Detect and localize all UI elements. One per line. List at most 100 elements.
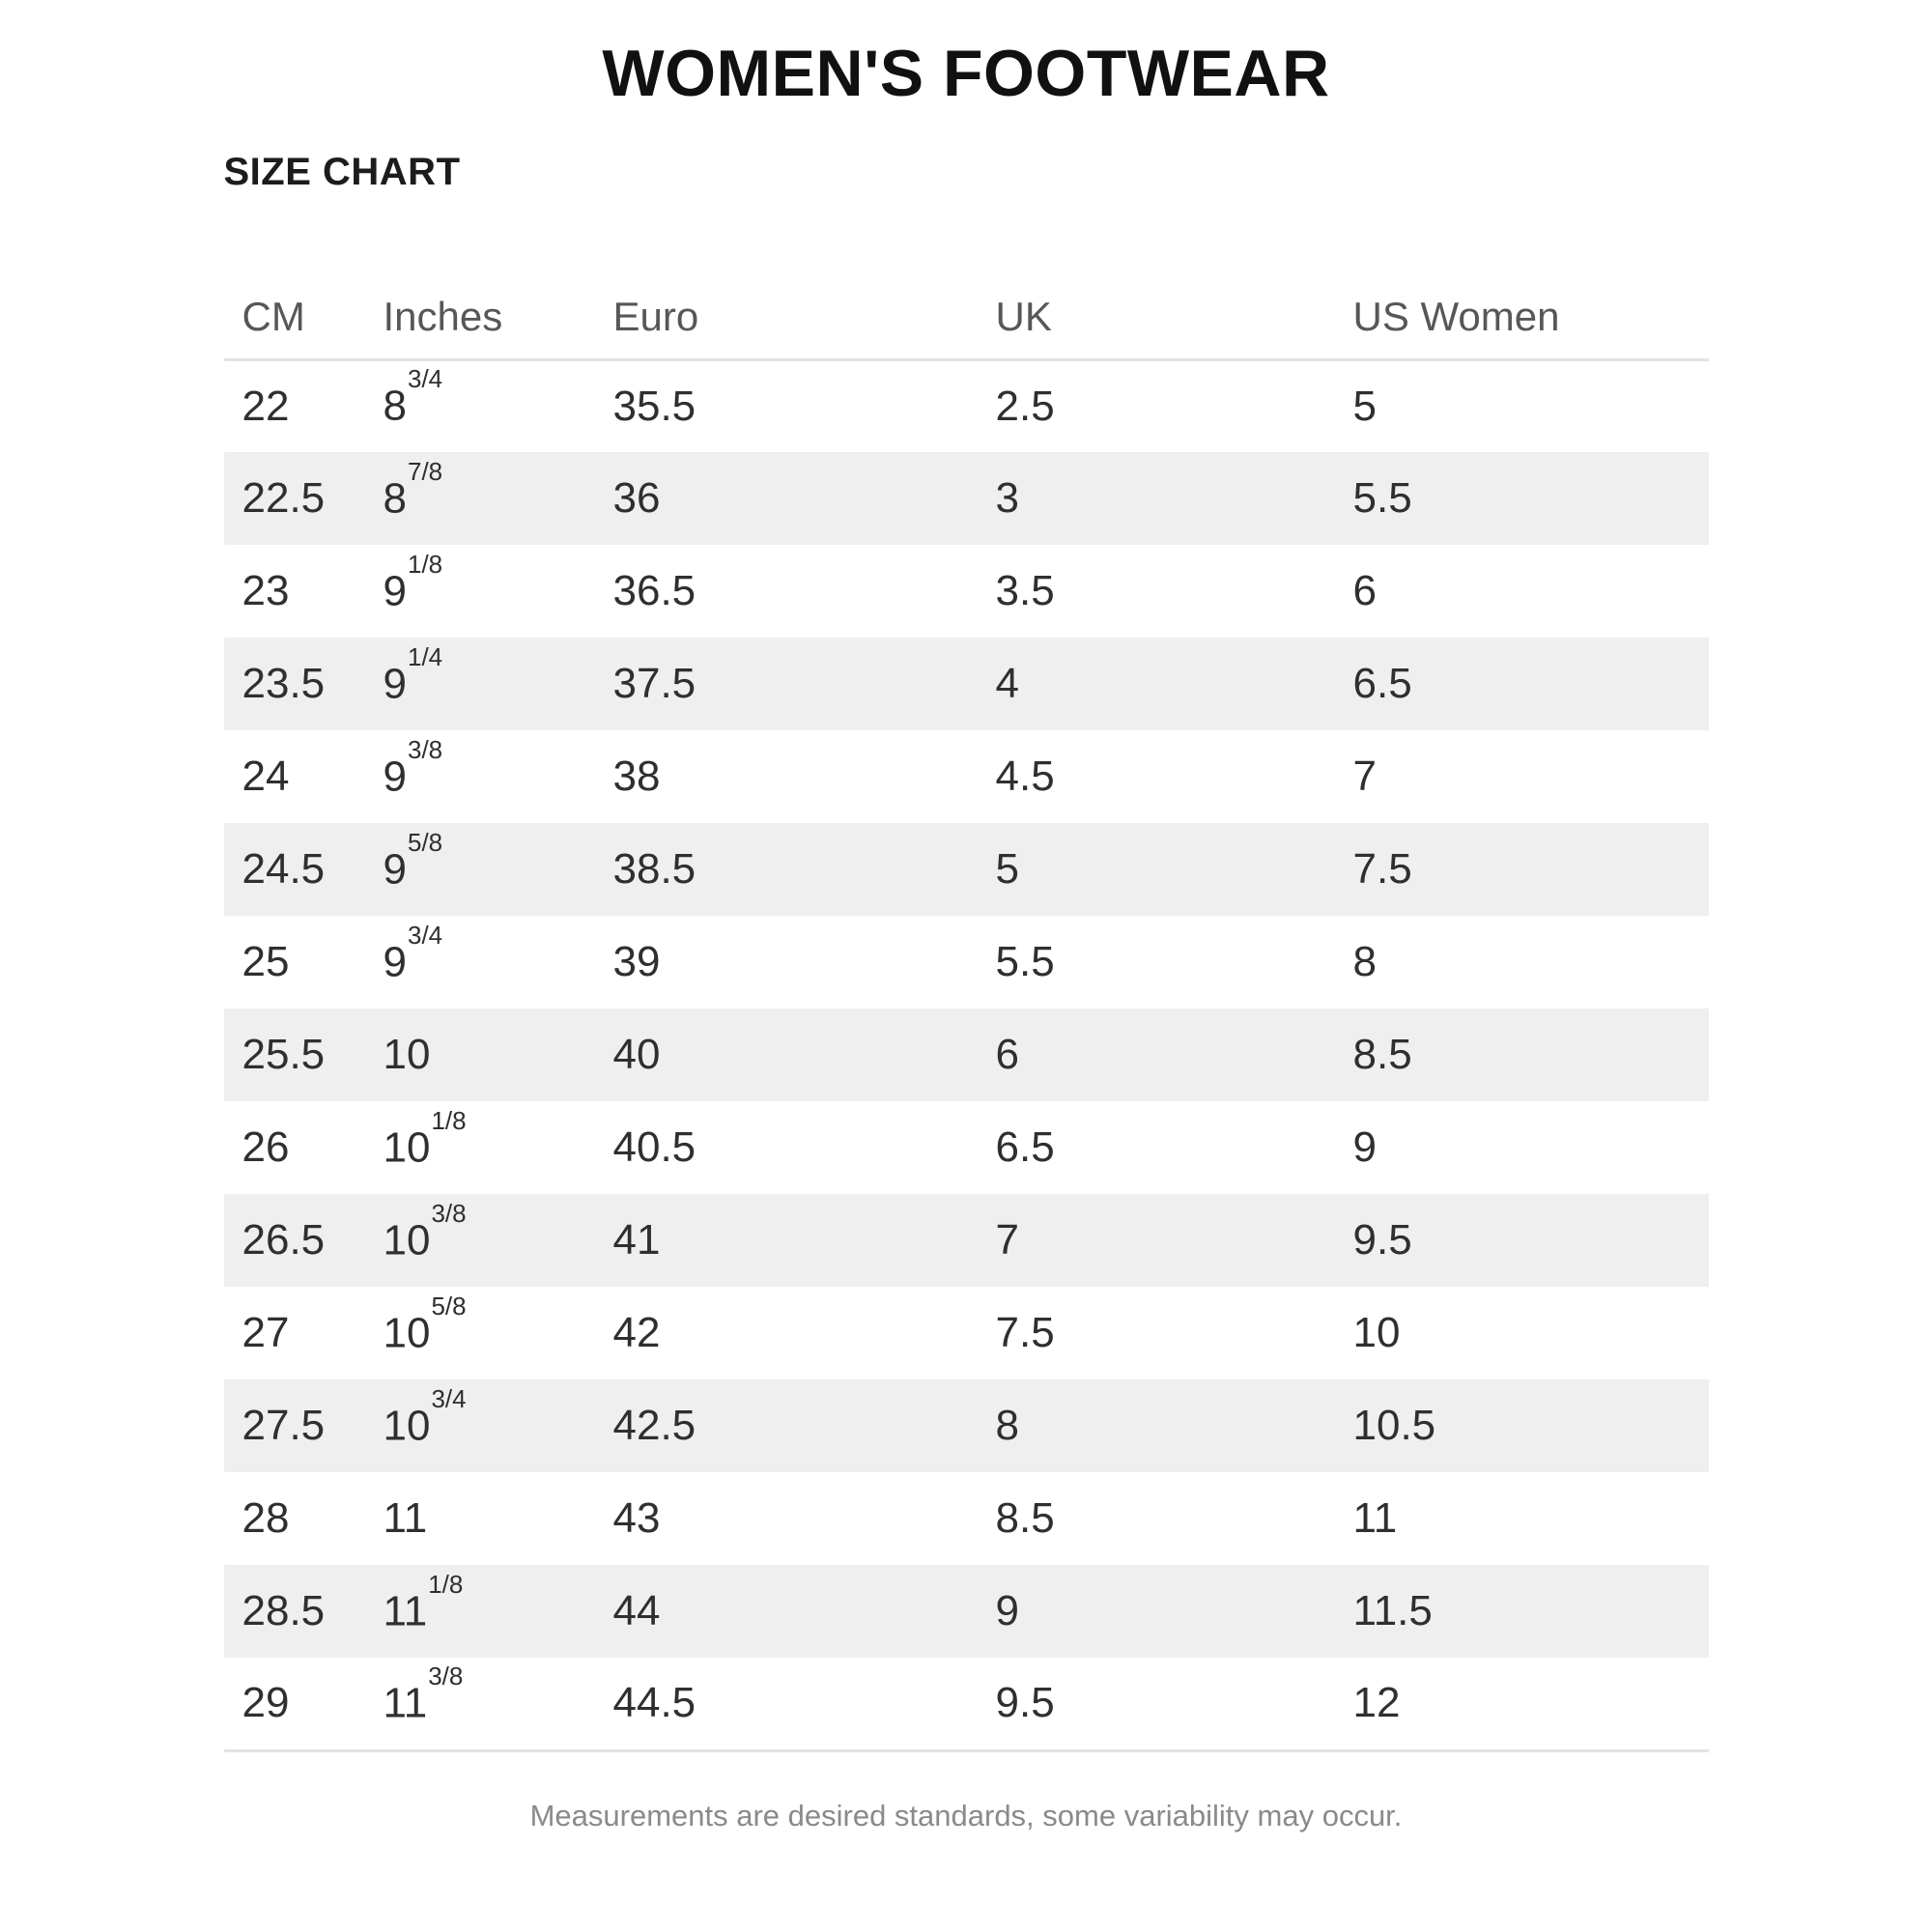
inches-whole: 11 bbox=[383, 1494, 428, 1542]
cell-uk: 6 bbox=[995, 1031, 1019, 1078]
cell-inches: 87/8 bbox=[382, 452, 611, 545]
cell-uk: 9.5 bbox=[993, 1658, 1351, 1752]
cell-uk: 2.5 bbox=[995, 382, 1055, 430]
inches-fraction: 3/4 bbox=[407, 920, 443, 950]
inches-whole: 9 bbox=[383, 938, 407, 986]
cell-euro: 41 bbox=[612, 1216, 661, 1264]
cell-cm: 29 bbox=[223, 1658, 382, 1752]
size-chart-table: CM Inches Euro UK US Women 22 83/4 35.5 2.5 5 22.… bbox=[223, 276, 1709, 1752]
cell-euro: 42.5 bbox=[612, 1402, 696, 1449]
cell-uk: 4 bbox=[995, 660, 1019, 707]
header-row: CM Inches Euro UK US Women bbox=[223, 276, 1709, 361]
inches-whole: 9 bbox=[383, 660, 407, 708]
cell-uk: 7.5 bbox=[995, 1309, 1055, 1356]
cell-inches: 103/8 bbox=[382, 1194, 611, 1287]
page-title: WOMEN'S FOOTWEAR bbox=[602, 37, 1330, 110]
table-row-26-5cm: 26.5 103/8 41 7 9.5 bbox=[223, 1194, 1709, 1287]
inches-whole: 11 bbox=[383, 1587, 428, 1635]
table-row-22cm: 22 83/4 35.5 2.5 5 bbox=[224, 359, 1709, 452]
content-area: SIZE CHART CM Inches Euro UK US Women 22 83/4… bbox=[223, 151, 1709, 1833]
inches-whole: 11 bbox=[383, 1679, 428, 1727]
section-title: SIZE CHART bbox=[223, 151, 461, 193]
cell-inches: 113/8 bbox=[381, 1658, 611, 1752]
inches-fraction: 3/4 bbox=[431, 1383, 467, 1413]
table-row-29cm: 29 113/8 44.5 9.5 12 bbox=[223, 1658, 1709, 1752]
cell-us-women: 10.5 bbox=[1352, 1402, 1436, 1449]
cell-cm: 24.5 bbox=[242, 845, 326, 893]
cell-us-women: 11 bbox=[1352, 1494, 1398, 1542]
cell-us-women: 12 bbox=[1350, 1658, 1709, 1752]
cell-euro: 37.5 bbox=[612, 660, 696, 707]
table-row-24cm: 24 93/8 38 4.5 7 bbox=[224, 730, 1709, 823]
cell-inches: 91/4 bbox=[382, 638, 611, 730]
cell-euro: 38 bbox=[612, 753, 661, 800]
cell-cm: 26.5 bbox=[242, 1216, 326, 1264]
cell-uk: 5.5 bbox=[995, 938, 1055, 985]
inches-fraction: 3/4 bbox=[407, 364, 443, 394]
column-header-us-women: US Women bbox=[1350, 276, 1709, 361]
inches-whole: 8 bbox=[383, 383, 407, 431]
cell-us-women: 7.5 bbox=[1352, 845, 1412, 893]
cell-inches: 11 bbox=[382, 1472, 611, 1565]
cell-cm: 23 bbox=[242, 567, 290, 614]
table-row-25-5cm: 25.5 10 40 6 8.5 bbox=[223, 1009, 1709, 1101]
inches-fraction: 7/8 bbox=[407, 456, 443, 486]
cell-euro: 36.5 bbox=[612, 567, 696, 614]
cell-us-women: 11.5 bbox=[1352, 1587, 1433, 1634]
cell-cm: 27 bbox=[242, 1309, 290, 1356]
footnote: Measurements are desired standards, some… bbox=[529, 1798, 1403, 1833]
cell-cm: 22.5 bbox=[242, 474, 326, 522]
inches-fraction: 3/8 bbox=[428, 1661, 464, 1690]
cell-euro: 43 bbox=[612, 1494, 661, 1542]
cell-us-women: 8.5 bbox=[1352, 1031, 1412, 1078]
cell-us-women: 5.5 bbox=[1352, 474, 1412, 522]
cell-euro: 39 bbox=[612, 938, 661, 985]
cell-euro: 40 bbox=[612, 1031, 661, 1078]
inches-fraction: 1/8 bbox=[431, 1105, 467, 1135]
cell-euro: 35.5 bbox=[612, 382, 696, 430]
table-row-27-5cm: 27.5 103/4 42.5 8 10.5 bbox=[223, 1379, 1709, 1472]
cell-euro: 36 bbox=[612, 474, 661, 522]
column-header-cm: CM bbox=[223, 276, 382, 361]
cell-cm: 28 bbox=[242, 1494, 290, 1542]
cell-cm: 25.5 bbox=[242, 1031, 326, 1078]
inches-whole: 9 bbox=[383, 567, 407, 615]
cell-cm: 23.5 bbox=[242, 660, 326, 707]
column-header-uk: UK bbox=[993, 276, 1351, 361]
inches-fraction: 3/8 bbox=[431, 1198, 467, 1228]
inches-fraction: 1/8 bbox=[428, 1569, 464, 1599]
cell-uk: 3.5 bbox=[995, 567, 1055, 614]
cell-inches: 95/8 bbox=[382, 823, 611, 916]
cell-inches: 83/4 bbox=[382, 359, 611, 452]
table-row-22-5cm: 22.5 87/8 36 3 5.5 bbox=[223, 452, 1709, 545]
table-row-26cm: 26 101/8 40.5 6.5 9 bbox=[224, 1101, 1709, 1194]
cell-us-women: 9 bbox=[1352, 1123, 1377, 1171]
cell-inches: 111/8 bbox=[382, 1565, 611, 1658]
cell-inches: 93/4 bbox=[382, 916, 611, 1009]
cell-uk: 5 bbox=[995, 845, 1019, 893]
cell-euro: 38.5 bbox=[612, 845, 696, 893]
inches-whole: 8 bbox=[383, 474, 407, 523]
cell-inches: 101/8 bbox=[382, 1101, 611, 1194]
table-row-23cm: 23 91/8 36.5 3.5 6 bbox=[224, 545, 1709, 638]
cell-cm: 26 bbox=[242, 1123, 290, 1171]
cell-us-women: 6.5 bbox=[1352, 660, 1412, 707]
table-body: 22 83/4 35.5 2.5 5 22.5 87/8 36 3 5.5 23 91/8 36.5 3.… bbox=[223, 359, 1709, 1752]
inches-fraction: 3/8 bbox=[407, 734, 443, 764]
cell-us-women: 7 bbox=[1352, 753, 1377, 800]
cell-uk: 4.5 bbox=[995, 753, 1055, 800]
cell-us-women: 8 bbox=[1352, 938, 1377, 985]
cell-uk: 6.5 bbox=[995, 1123, 1055, 1171]
cell-inches: 10 bbox=[382, 1009, 611, 1101]
table-header: CM Inches Euro UK US Women bbox=[223, 276, 1709, 361]
cell-inches: 105/8 bbox=[382, 1287, 611, 1379]
table-row-28-5cm: 28.5 111/8 44 9 11.5 bbox=[223, 1565, 1709, 1658]
cell-us-women: 6 bbox=[1352, 567, 1377, 614]
cell-cm: 28.5 bbox=[242, 1587, 326, 1634]
cell-cm: 22 bbox=[242, 382, 290, 430]
cell-uk: 8.5 bbox=[995, 1494, 1055, 1542]
cell-cm: 25 bbox=[242, 938, 290, 985]
column-header-inches: Inches bbox=[381, 276, 611, 361]
inches-fraction: 5/8 bbox=[431, 1291, 467, 1321]
inches-whole: 10 bbox=[383, 1216, 431, 1264]
